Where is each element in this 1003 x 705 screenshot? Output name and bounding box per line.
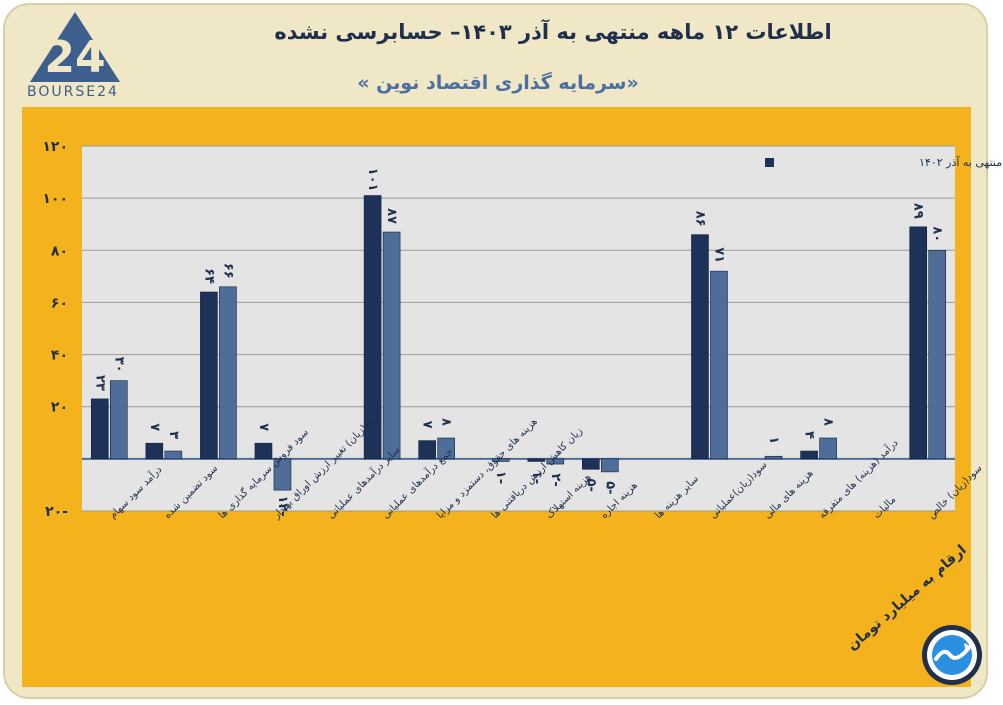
data-label: ۷ <box>420 421 435 429</box>
data-label: ۱- <box>493 471 508 484</box>
y-tick-label: ۲۰- <box>45 504 68 520</box>
bar <box>110 381 127 459</box>
data-label: ۶۴ <box>201 268 216 284</box>
data-label: ۴ <box>802 431 817 439</box>
data-label: ۲- <box>548 473 563 486</box>
bar <box>255 443 272 459</box>
bar <box>929 250 946 459</box>
data-label: ۷ <box>256 423 271 431</box>
data-label: ۳۰ <box>111 357 126 373</box>
y-tick-label: ۲۰ <box>51 400 68 416</box>
bar <box>710 271 727 459</box>
data-label: ۸۹ <box>911 203 926 219</box>
data-label: ۸۷ <box>384 208 399 224</box>
data-label: ۲۳ <box>92 375 107 391</box>
data-label: ۸۰ <box>930 226 945 242</box>
y-tick-label: ۴۰ <box>51 348 68 364</box>
data-label: ۱۰۱ <box>365 168 380 192</box>
bar <box>820 438 837 459</box>
data-label: ۸۶ <box>692 211 707 227</box>
legend-swatch <box>765 158 774 167</box>
bar <box>200 292 217 459</box>
bar <box>219 287 236 459</box>
data-label: ۶۶ <box>220 263 235 279</box>
y-tick-label: ۶۰ <box>51 295 68 311</box>
bar <box>582 459 599 469</box>
data-label: ۷۱ <box>711 247 726 263</box>
bar <box>419 441 436 459</box>
data-label: ۸ <box>821 418 836 426</box>
data-label: ۵- <box>602 481 617 494</box>
y-tick-label: ۱۲۰ <box>42 139 68 155</box>
legend-label: عملکرد منتهی به آذر ۱۴۰۲ <box>919 155 1003 169</box>
data-label: ۳ <box>166 431 181 439</box>
y-tick-label: ۸۰ <box>51 243 68 259</box>
bar <box>146 443 163 459</box>
bar <box>383 232 400 459</box>
y-tick-label: ۱۰۰ <box>42 191 68 207</box>
bar <box>91 399 108 459</box>
bar <box>801 451 818 459</box>
data-label: ۸ <box>439 418 454 426</box>
brand-badge-icon <box>922 625 982 685</box>
bar <box>691 235 708 459</box>
bar <box>765 456 782 459</box>
data-label: ۱ <box>766 436 781 444</box>
data-label: ۷ <box>147 423 162 431</box>
bar <box>165 451 182 459</box>
bar <box>601 459 618 472</box>
bar <box>910 227 927 459</box>
